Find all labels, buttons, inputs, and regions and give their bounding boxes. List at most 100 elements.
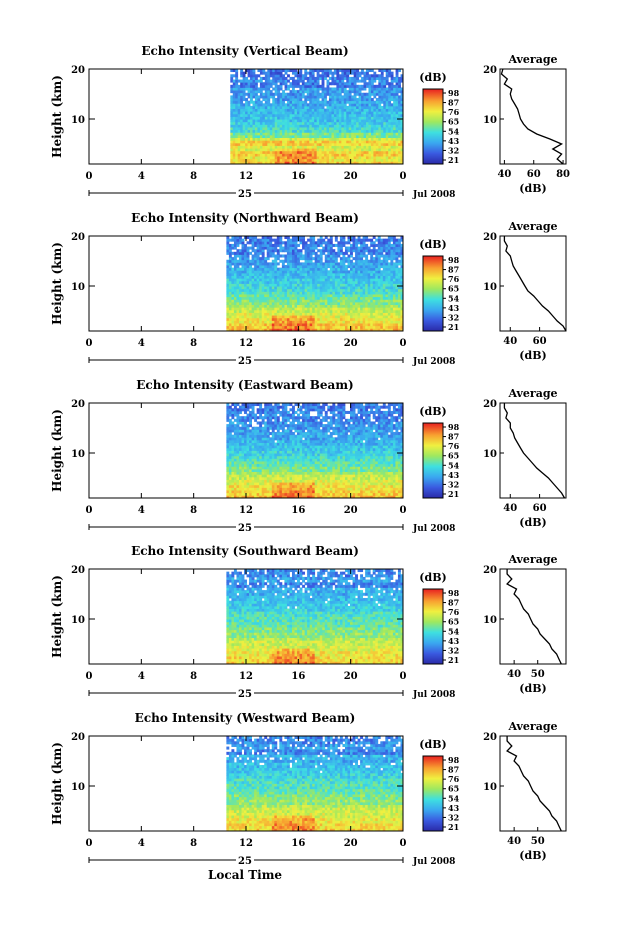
heatmap-cell (372, 296, 376, 300)
heatmap-cell (347, 301, 351, 306)
heatmap-cell (274, 267, 278, 271)
heatmap-cell (304, 309, 308, 313)
heatmap-cell (242, 92, 246, 96)
heatmap-cell (247, 121, 251, 125)
heatmap-cell (373, 79, 377, 83)
heatmap-cell (247, 158, 251, 162)
heatmap-cell (249, 286, 252, 290)
heatmap-cell (267, 156, 271, 160)
heatmap-cell (344, 320, 348, 324)
heatmap-cell (321, 113, 325, 117)
heatmap-cell (251, 257, 255, 261)
heatmap-cell (357, 495, 361, 499)
heatmap-cell (342, 323, 346, 327)
heatmap-cell (382, 267, 386, 271)
heatmap-cell (357, 249, 361, 253)
heatmap-cell (264, 320, 268, 324)
heatmap-cell (267, 124, 271, 128)
heatmap-cell (351, 84, 355, 88)
heatmap-cell (362, 249, 366, 253)
heatmap-cell (309, 315, 313, 319)
heatmap-cell (341, 132, 345, 136)
heatmap-cell (338, 92, 342, 96)
heatmap-cell (385, 296, 389, 300)
heatmap-cell (385, 105, 389, 109)
heatmap-cell (231, 278, 235, 282)
heatmap-cell (397, 304, 401, 308)
heatmap-cell (262, 137, 266, 141)
heatmap-cell (351, 148, 355, 152)
heatmap-cell (351, 95, 355, 99)
heatmap-cell (332, 265, 336, 269)
heatmap-cell (355, 257, 358, 261)
heatmap-cell (324, 315, 328, 319)
heatmap-cell (264, 150, 268, 154)
heatmap-cell (291, 98, 295, 102)
heatmap-cell (352, 296, 356, 300)
heatmap-cell (254, 286, 258, 290)
heatmap-cell (304, 275, 308, 279)
heatmap-cell (324, 124, 327, 128)
heatmap-cell (337, 278, 341, 282)
profile-line (500, 68, 564, 165)
heatmap-cell (395, 129, 399, 133)
heatmap-cell (254, 267, 258, 271)
heatmap-cell (351, 111, 355, 115)
heatmap-cell (347, 312, 351, 316)
heatmap-cell (365, 286, 369, 290)
heatmap-cell (321, 150, 325, 154)
heatmap-cell (388, 150, 392, 154)
heatmap-cell (291, 312, 295, 316)
heatmap-cell (392, 254, 396, 258)
heatmap-cell (327, 270, 331, 274)
heatmap-cell (302, 304, 305, 308)
heatmap-cell (289, 105, 293, 109)
heatmap-cell (385, 291, 389, 295)
heatmap-cell (242, 103, 246, 107)
heatmap-cell (269, 309, 273, 313)
heatmap-cell (284, 286, 288, 290)
heatmap-cell (367, 272, 371, 276)
heatmap-cell (319, 124, 322, 128)
heatmap-cell (390, 249, 394, 253)
heatmap-cell (370, 251, 374, 255)
heatmap-cell (259, 291, 263, 295)
heatmap-cell (352, 246, 356, 250)
heatmap-cell (232, 119, 236, 123)
heatmap-cell (245, 148, 248, 152)
heatmap-cell (241, 301, 245, 306)
heatmap-cell (301, 82, 305, 86)
heatmap-cell (257, 137, 261, 141)
heatmap-cell (296, 142, 300, 146)
heatmap-cell (372, 286, 376, 290)
heatmap-cell (232, 156, 236, 160)
heatmap-cell (338, 100, 342, 104)
heatmap-cell (333, 90, 337, 94)
heatmap-cell (249, 328, 252, 332)
heatmap-cell (302, 243, 305, 247)
heatmap-cell (400, 325, 404, 329)
heatmap-cell (246, 309, 250, 313)
heatmap-cell (309, 69, 313, 73)
heatmap-cell (264, 74, 268, 78)
heatmap-cell (319, 328, 323, 332)
heatmap-cell (296, 98, 300, 102)
heatmap-cell (276, 270, 280, 274)
heatmap-cell (286, 294, 290, 298)
heatmap-cell (382, 283, 386, 287)
heatmap-cell (276, 280, 280, 284)
heatmap-cell (296, 74, 300, 78)
heatmap-cell (361, 142, 364, 146)
heatmap-cell (339, 291, 343, 295)
heatmap-cell (343, 129, 347, 133)
heatmap-cell (378, 158, 382, 162)
heatmap-cell (269, 323, 273, 327)
heatmap-cell (336, 124, 340, 128)
heatmap-cell (233, 309, 237, 313)
heatmap-cell (264, 95, 268, 99)
heatmap-cell (370, 127, 374, 131)
heatmap-cell (276, 301, 280, 306)
heatmap-cell (250, 153, 253, 157)
heatmap-cell (380, 241, 384, 245)
heatmap-cell (368, 98, 372, 102)
